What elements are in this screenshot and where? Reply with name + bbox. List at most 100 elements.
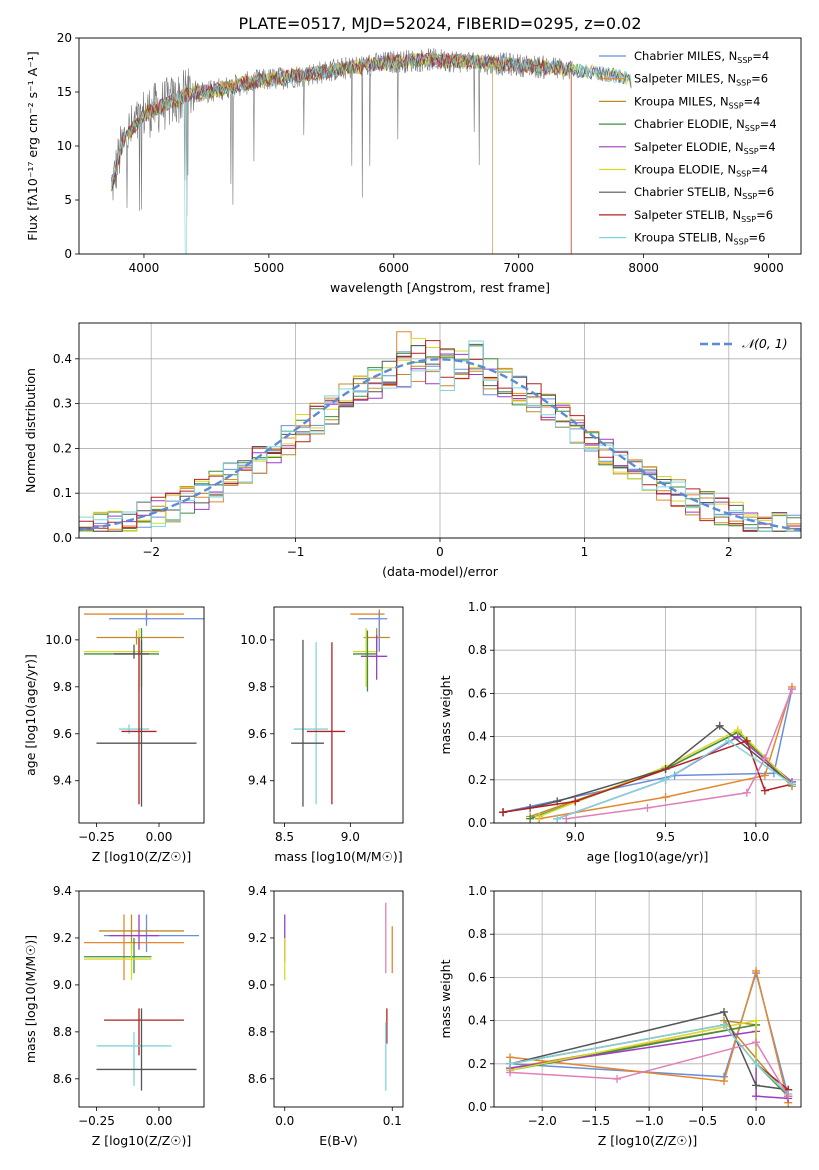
x-axis-label: Z [log10(Z/Z☉)] xyxy=(92,849,192,864)
y-tick-label: 0.6 xyxy=(468,686,487,700)
mass-weight-line xyxy=(509,967,789,1103)
x-tick-label: −0.25 xyxy=(78,1114,115,1128)
spectrum-panel: 4000 5000 6000 7000 8000 9000 0 5 10 15 20 waveleng… xyxy=(25,31,802,295)
x-tick-label: 4000 xyxy=(129,261,160,275)
mass-weight-marker xyxy=(760,754,769,763)
y-tick-label: 1.0 xyxy=(468,600,487,614)
x-tick-label: 0.0 xyxy=(747,1114,766,1128)
mass-weight-line xyxy=(502,739,793,813)
x-tick-label: 9.0 xyxy=(566,830,585,844)
legend-label-count: =6 xyxy=(756,208,773,222)
mass-weight-line xyxy=(509,1041,789,1097)
legend-label-subscript: SSP xyxy=(745,124,760,133)
legend-label-subscript: SSP xyxy=(741,215,756,224)
mass-weight-marker xyxy=(661,775,670,784)
mass-vs-metallicity-panel: −0.25 0.00 8.6 8.8 9.0 9.2 9.4 Z [log10(Z/Z☉)] m… xyxy=(23,884,205,1148)
figure-title: PLATE=0517, MJD=52024, FIBERID=0295, z=0… xyxy=(238,14,641,33)
legend-label-count: =4 xyxy=(752,49,769,63)
x-tick-label: 8.5 xyxy=(275,830,294,844)
mass-weight-marker xyxy=(752,1016,761,1025)
plot-area xyxy=(291,609,390,807)
legend-label-count: =4 xyxy=(744,94,761,108)
legend-label-subscript: SSP xyxy=(734,238,749,247)
legend-label: Salpeter STELIB, NSSP=6 xyxy=(634,208,773,224)
y-tick-label: 9.6 xyxy=(248,727,267,741)
legend-label: Chabrier MILES, NSSP=4 xyxy=(634,49,769,65)
plot-area xyxy=(79,331,801,532)
mass-weight-marker xyxy=(752,1059,761,1068)
mass-weight-marker xyxy=(506,1068,515,1077)
mass-weight-line xyxy=(502,688,793,813)
x-tick-label: 0.00 xyxy=(146,1114,173,1128)
axes-frame xyxy=(78,37,802,255)
plot-area xyxy=(84,609,204,807)
plot-area xyxy=(111,47,632,254)
mass-weight-marker xyxy=(752,966,761,975)
y-axis-label: Normed distribution xyxy=(23,368,38,493)
x-tick-label: −1 xyxy=(287,545,305,559)
mass-weight-line xyxy=(502,724,793,813)
x-tick-label: 8000 xyxy=(628,261,659,275)
x-tick-label: 9.5 xyxy=(656,830,675,844)
x-tick-label: 10.0 xyxy=(742,830,769,844)
y-tick-label: 0.4 xyxy=(53,352,72,366)
y-tick-label: 9.2 xyxy=(53,931,72,945)
plot-area xyxy=(499,682,796,823)
legend-label-subscript: SSP xyxy=(736,170,751,179)
y-tick-label: 9.4 xyxy=(248,774,267,788)
y-tick-label: 1.0 xyxy=(468,884,487,898)
plot-area xyxy=(284,902,393,1091)
y-tick-label: 8.8 xyxy=(53,1025,72,1039)
legend-label: 𝒩(0, 1) xyxy=(742,336,788,351)
y-tick-label: 0.0 xyxy=(468,816,487,830)
y-tick-label: 0.0 xyxy=(53,531,72,545)
y-tick-label: 0.4 xyxy=(468,1014,487,1028)
x-tick-label: 9.0 xyxy=(341,830,360,844)
x-tick-label: −2.0 xyxy=(528,1114,557,1128)
age-vs-metallicity-panel: −0.25 0.00 9.4 9.6 9.8 10.0 Z [log10(Z/Z☉)] age… xyxy=(23,606,205,864)
y-tick-label: 0.1 xyxy=(53,486,72,500)
legend-label-subscript: SSP xyxy=(729,101,744,110)
mass-weight-marker xyxy=(499,808,508,817)
normal-reference-curve xyxy=(79,358,801,532)
y-tick-label: 20 xyxy=(57,31,72,45)
mass-vs-ebv-panel: 0.0 0.1 8.6 8.8 9.0 9.2 9.4 E(B-V) xyxy=(248,884,404,1148)
x-axis-label: Z [log10(Z/Z☉)] xyxy=(92,1133,192,1148)
y-tick-label: 5 xyxy=(64,193,72,207)
y-tick-label: 10 xyxy=(57,139,72,153)
axes-frame xyxy=(493,890,802,1108)
mass-weight-marker xyxy=(553,814,562,823)
y-tick-label: 10.0 xyxy=(240,633,267,647)
mass-weight-marker xyxy=(752,1081,761,1090)
model-spectrum-line xyxy=(111,52,632,192)
legend-label-count: =4 xyxy=(760,117,777,131)
plot-area xyxy=(84,914,199,1091)
y-tick-label: 8.6 xyxy=(248,1072,267,1086)
y-tick-label: 0.8 xyxy=(468,927,487,941)
y-tick-label: 0.2 xyxy=(468,1057,487,1071)
mass-weight-marker xyxy=(506,1059,515,1068)
x-tick-label: −0.25 xyxy=(78,830,115,844)
y-tick-label: 0.8 xyxy=(468,643,487,657)
legend-label: Kroupa STELIB, NSSP=6 xyxy=(634,231,765,247)
y-tick-label: 0.4 xyxy=(468,730,487,744)
legend-label: Chabrier ELODIE, NSSP=4 xyxy=(634,117,777,133)
model-spectrum-line xyxy=(111,52,572,254)
mass-weight-marker xyxy=(562,814,571,823)
mass-weight-marker xyxy=(733,726,742,735)
mass-weight-line xyxy=(538,686,793,820)
x-tick-label: −1.0 xyxy=(635,1114,664,1128)
x-tick-label: 5000 xyxy=(254,261,285,275)
y-tick-label: 15 xyxy=(57,85,72,99)
model-spectrum-line xyxy=(111,52,572,254)
model-spectrum-line xyxy=(111,52,493,254)
axes-frame xyxy=(78,322,802,539)
y-tick-label: 9.4 xyxy=(248,884,267,898)
mass-weight-marker xyxy=(752,1038,761,1047)
legend-label: Kroupa MILES, NSSP=4 xyxy=(634,94,760,110)
axes-frame xyxy=(493,606,802,824)
residual-histogram-panel: −2 −1 0 1 2 0.0 0.1 0.2 0.3 0.4 (data-model)/error… xyxy=(23,322,802,579)
mass-weight-marker xyxy=(661,793,670,802)
mass-weight-vs-metallicity-panel: −2.0 −1.5 −1.0 −0.5 0.0 0.0 0.2 0.4 0.6 0.8 1.0 Z [… xyxy=(438,884,802,1148)
